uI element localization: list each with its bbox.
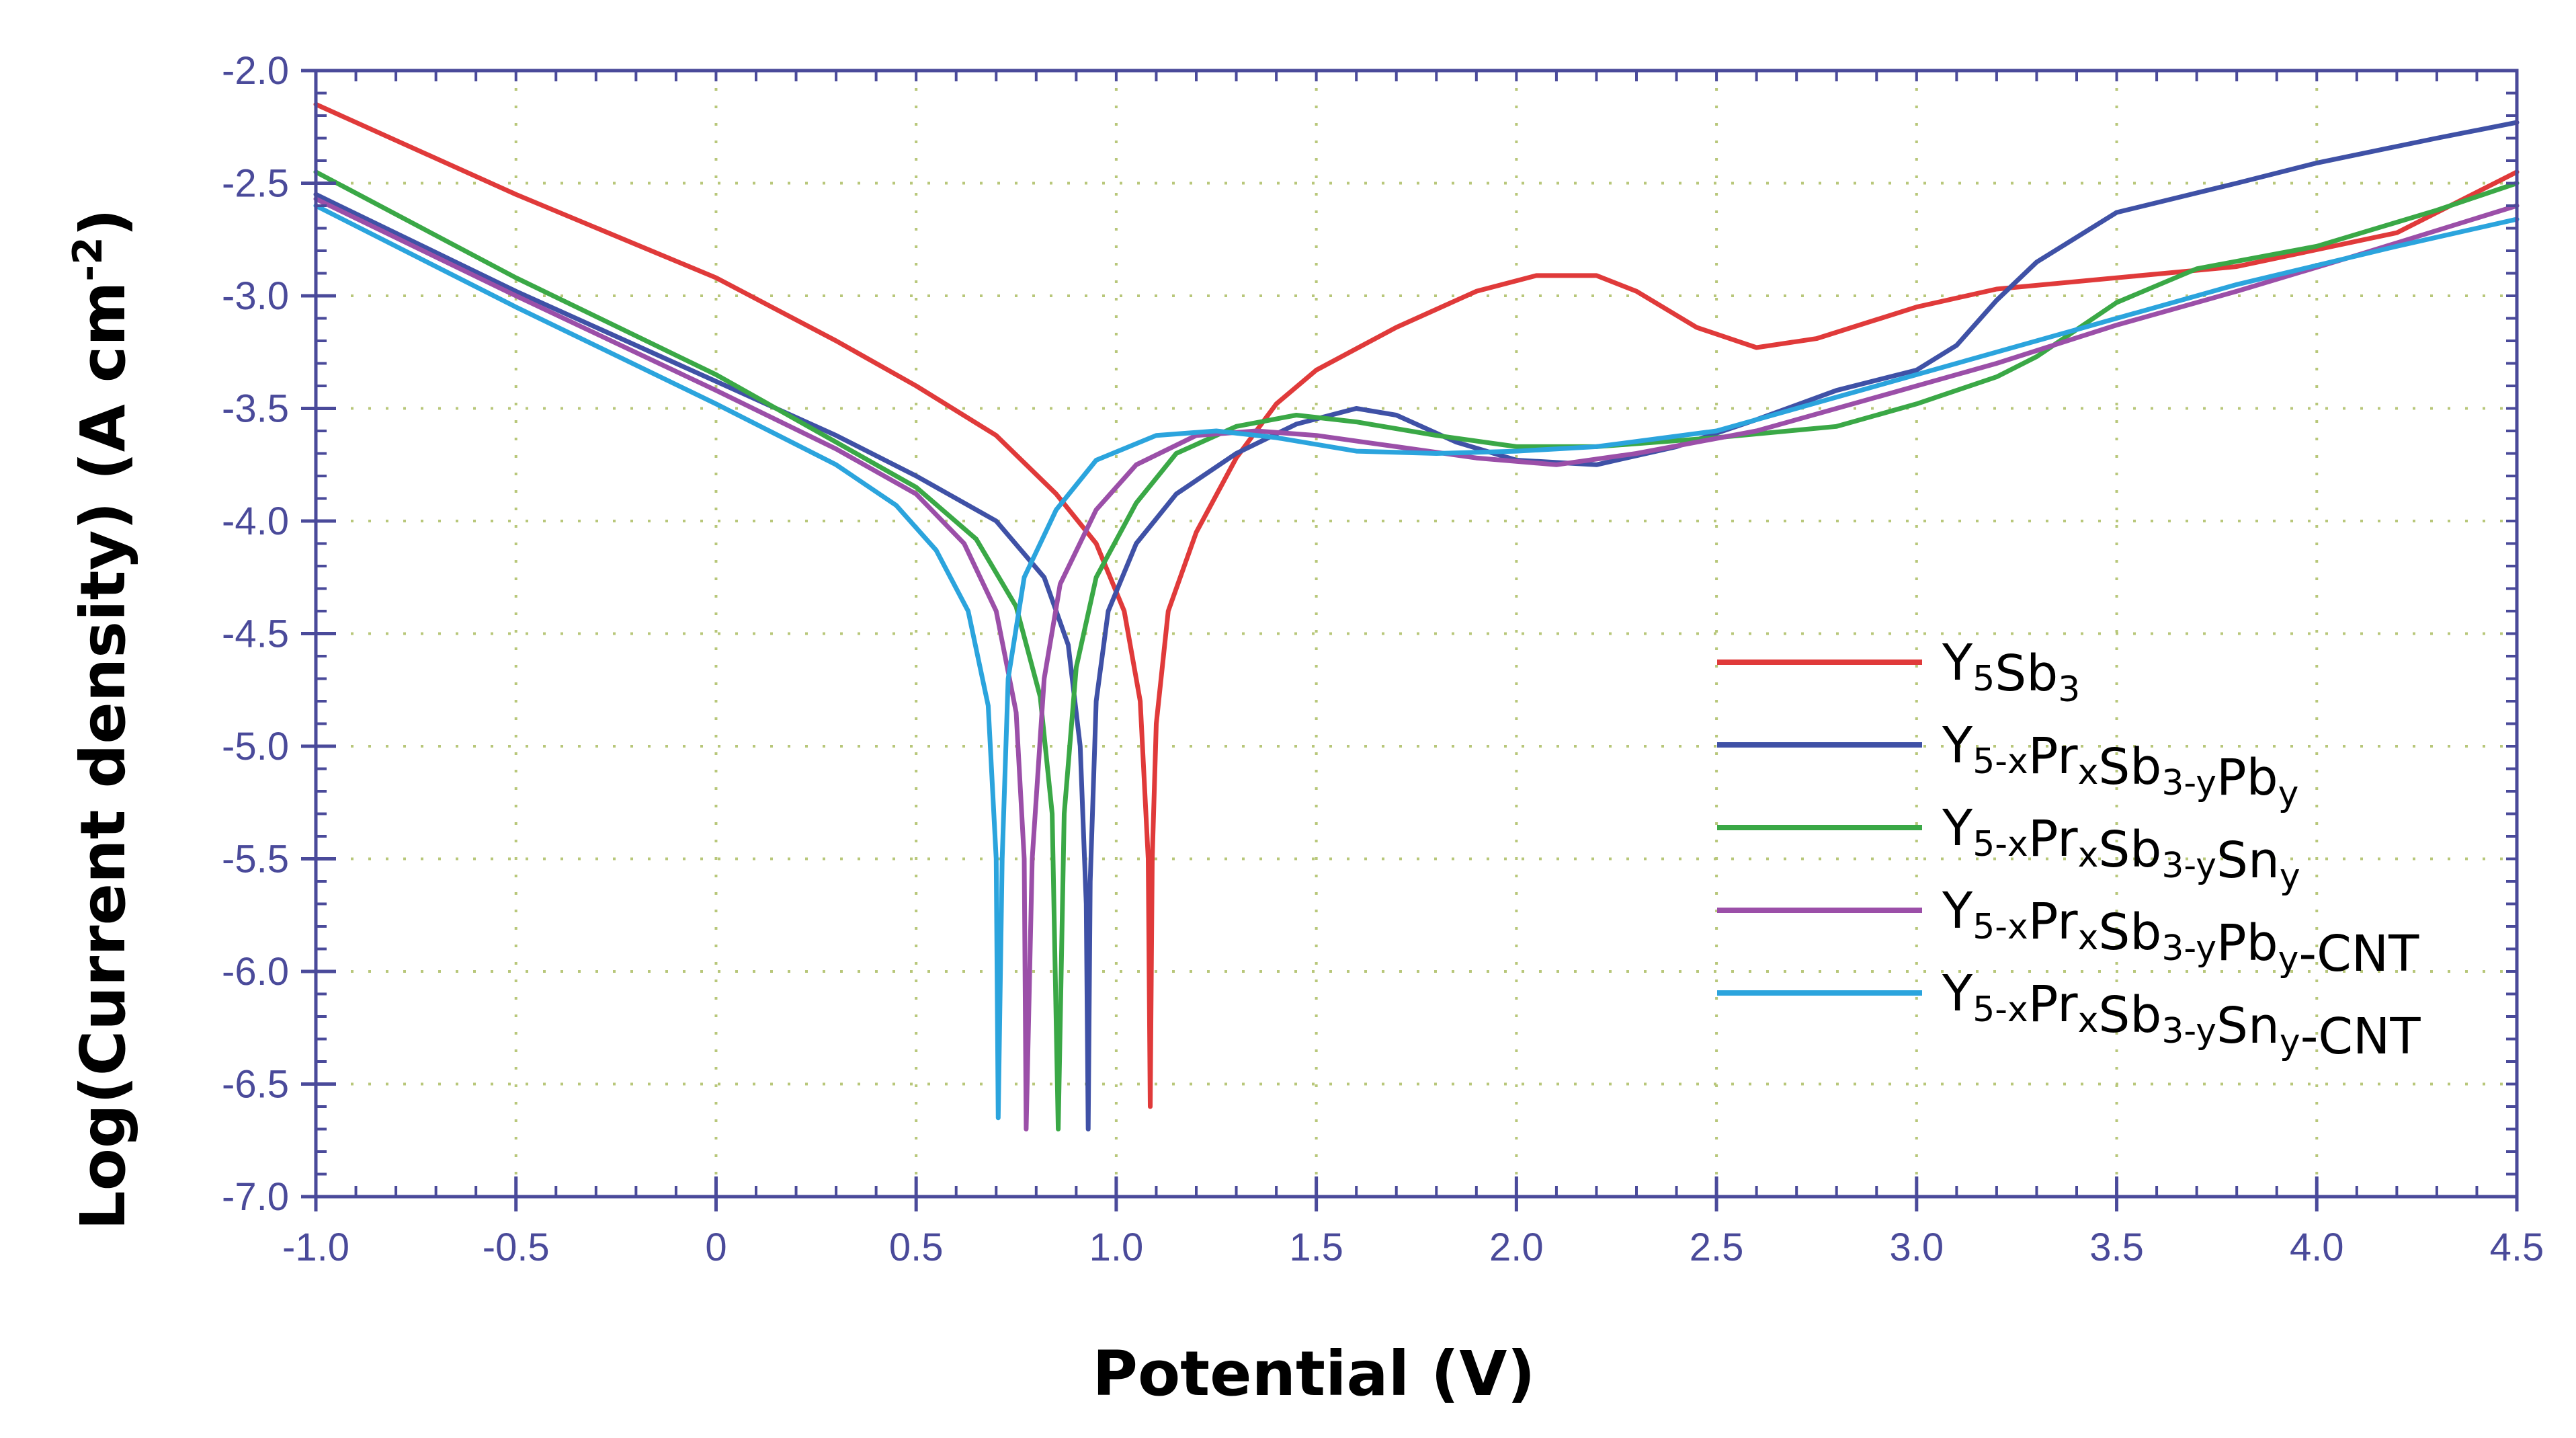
x-tick-label: 3.5: [2089, 1226, 2144, 1269]
y-tick-label: -3.0: [222, 274, 289, 318]
y-tick-label: -7.0: [222, 1175, 289, 1219]
x-tick-label: 1.0: [1089, 1226, 1144, 1269]
y-tick-label: -3.5: [222, 387, 289, 431]
y-tick-label: -6.0: [222, 950, 289, 994]
series-line-2: [313, 120, 2520, 1131]
y-axis-title-exponent: -2: [65, 237, 112, 282]
y-tick-label: -2.5: [222, 162, 289, 206]
x-tick-label: 0.5: [889, 1226, 944, 1269]
series-lines: [313, 102, 2520, 1131]
x-axis-title: Potential (V): [1093, 1338, 1536, 1410]
legend-label-2: Y5-xPrxSb3-yPby: [1942, 717, 2298, 814]
x-tick-label: 3.0: [1889, 1226, 1944, 1269]
y-axis: -2.0 -2.5 -3.0 -3.5 -4.0 -4.5 -5.0 -5.5 -6.0 -6.5…: [222, 49, 336, 1219]
x-tick-label: 4.0: [2290, 1226, 2344, 1269]
x-tick-label: 2.5: [1690, 1226, 1744, 1269]
series-line-5: [313, 203, 2520, 1121]
y-tick-label: -5.0: [222, 725, 289, 768]
x-tick-label: -1.0: [282, 1226, 349, 1269]
x-axis: -1.0 -0.5 0 0.5 1.0 1.5 2.0 2.5 3.0 3.5 4.0 4.5: [282, 1176, 2544, 1269]
series-line-3: [313, 169, 2520, 1131]
y-tick-label: -6.5: [222, 1063, 289, 1107]
legend-label-5: Y5-xPrxSb3-ySny-CNT: [1942, 965, 2421, 1066]
legend-label-1: Y5Sb3: [1942, 634, 2080, 710]
x-tick-label: 2.0: [1489, 1226, 1544, 1269]
y-tick-label: -4.5: [222, 612, 289, 656]
y-tick-label: -4.0: [222, 500, 289, 543]
legend: Y5Sb3Y5-xPrxSb3-yPbyY5-xPrxSb3-ySnyY5-xP…: [1717, 634, 2421, 1066]
series-line-4: [313, 196, 2520, 1131]
y-axis-title: Log(Current density) (A cm-2): [65, 208, 139, 1230]
x-tick-label: 1.5: [1289, 1226, 1343, 1269]
y-tick-label: -2.0: [222, 49, 289, 93]
legend-label-4: Y5-xPrxSb3-yPby-CNT: [1942, 882, 2419, 983]
x-tick-label: 4.5: [2490, 1226, 2544, 1269]
y-tick-label: -5.5: [222, 838, 289, 881]
x-tick-label: 0: [705, 1226, 726, 1269]
x-tick-label: -0.5: [483, 1226, 550, 1269]
series-line-1: [313, 102, 2520, 1109]
legend-label-3: Y5-xPrxSb3-ySny: [1942, 799, 2300, 897]
